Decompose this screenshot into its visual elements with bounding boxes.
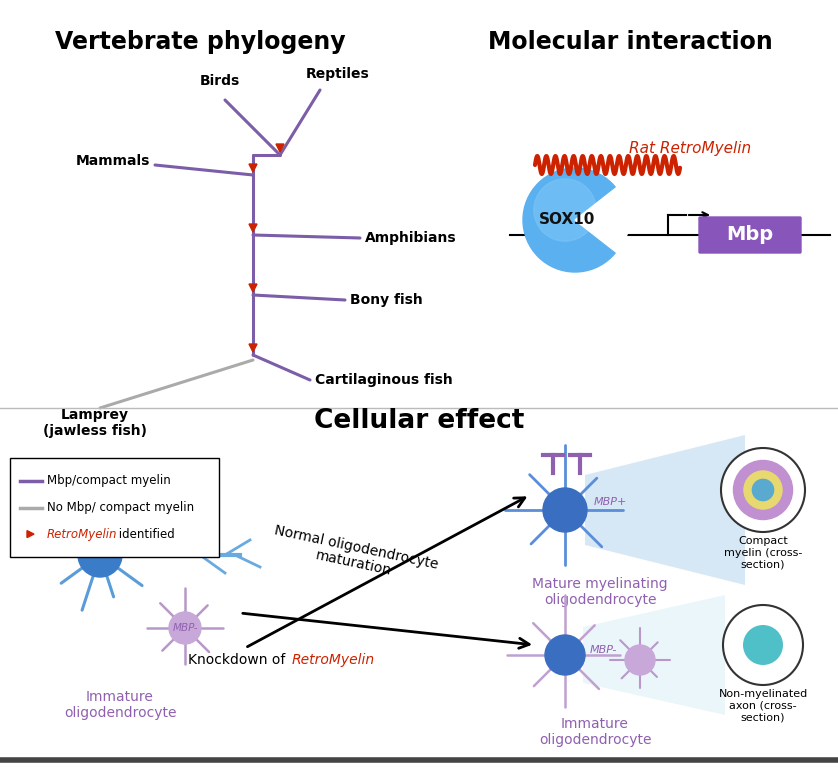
- FancyBboxPatch shape: [699, 217, 801, 253]
- Circle shape: [169, 612, 201, 644]
- Circle shape: [523, 168, 627, 272]
- Polygon shape: [249, 284, 257, 292]
- Text: Immature
oligodendrocyte: Immature oligodendrocyte: [539, 717, 651, 747]
- Text: Mature myelinating
oligodendrocyte: Mature myelinating oligodendrocyte: [532, 577, 668, 607]
- FancyBboxPatch shape: [10, 458, 219, 557]
- Text: Non-myelinated
axon (cross-
section): Non-myelinated axon (cross- section): [718, 689, 808, 722]
- Text: Cartilaginous fish: Cartilaginous fish: [315, 373, 453, 387]
- Text: RetroMyelin: RetroMyelin: [47, 528, 117, 541]
- Text: RetroMyelin: RetroMyelin: [292, 653, 375, 667]
- Circle shape: [743, 625, 783, 665]
- Polygon shape: [585, 435, 745, 585]
- Text: neuronal cell body: neuronal cell body: [64, 486, 173, 531]
- Text: MBP+: MBP+: [593, 497, 627, 507]
- Text: Lamprey
(jawless fish): Lamprey (jawless fish): [43, 408, 147, 438]
- Text: Birds: Birds: [200, 74, 241, 88]
- Text: identified: identified: [115, 528, 175, 541]
- Polygon shape: [276, 144, 284, 152]
- Text: Mbp: Mbp: [727, 225, 773, 245]
- Text: Mammals: Mammals: [75, 154, 150, 168]
- Text: Immature
oligodendrocyte: Immature oligodendrocyte: [64, 690, 176, 720]
- Text: Normal oligodendrocyte
maturation: Normal oligodendrocyte maturation: [270, 523, 440, 587]
- Text: Knockdown of: Knockdown of: [189, 653, 290, 667]
- Circle shape: [625, 645, 655, 675]
- Wedge shape: [575, 186, 629, 253]
- Text: Amphibians: Amphibians: [365, 231, 457, 245]
- Circle shape: [721, 448, 805, 532]
- Polygon shape: [583, 595, 725, 715]
- Circle shape: [78, 533, 122, 577]
- Polygon shape: [249, 344, 257, 352]
- Circle shape: [752, 479, 774, 501]
- Text: MBP-: MBP-: [589, 645, 617, 655]
- Text: Reptiles: Reptiles: [306, 67, 370, 81]
- Text: Bony fish: Bony fish: [350, 293, 422, 307]
- Circle shape: [732, 460, 794, 521]
- Text: axon: axon: [146, 518, 178, 552]
- Text: MBP-: MBP-: [173, 623, 198, 633]
- Circle shape: [543, 488, 587, 532]
- Text: Cellular effect: Cellular effect: [313, 408, 525, 434]
- Circle shape: [743, 470, 783, 510]
- Text: Molecular interaction: Molecular interaction: [488, 30, 773, 54]
- Circle shape: [723, 605, 803, 685]
- Polygon shape: [249, 164, 257, 172]
- Circle shape: [534, 179, 596, 241]
- Text: Vertebrate phylogeny: Vertebrate phylogeny: [54, 30, 345, 54]
- Polygon shape: [249, 224, 257, 232]
- Text: Compact
myelin (cross-
section): Compact myelin (cross- section): [724, 536, 802, 570]
- Text: No Mbp/ compact myelin: No Mbp/ compact myelin: [47, 501, 194, 514]
- Polygon shape: [27, 531, 34, 538]
- Text: Mbp/compact myelin: Mbp/compact myelin: [47, 475, 171, 487]
- Text: Rat RetroMyelin: Rat RetroMyelin: [629, 141, 751, 155]
- Circle shape: [545, 635, 585, 675]
- Text: SOX10: SOX10: [539, 212, 595, 228]
